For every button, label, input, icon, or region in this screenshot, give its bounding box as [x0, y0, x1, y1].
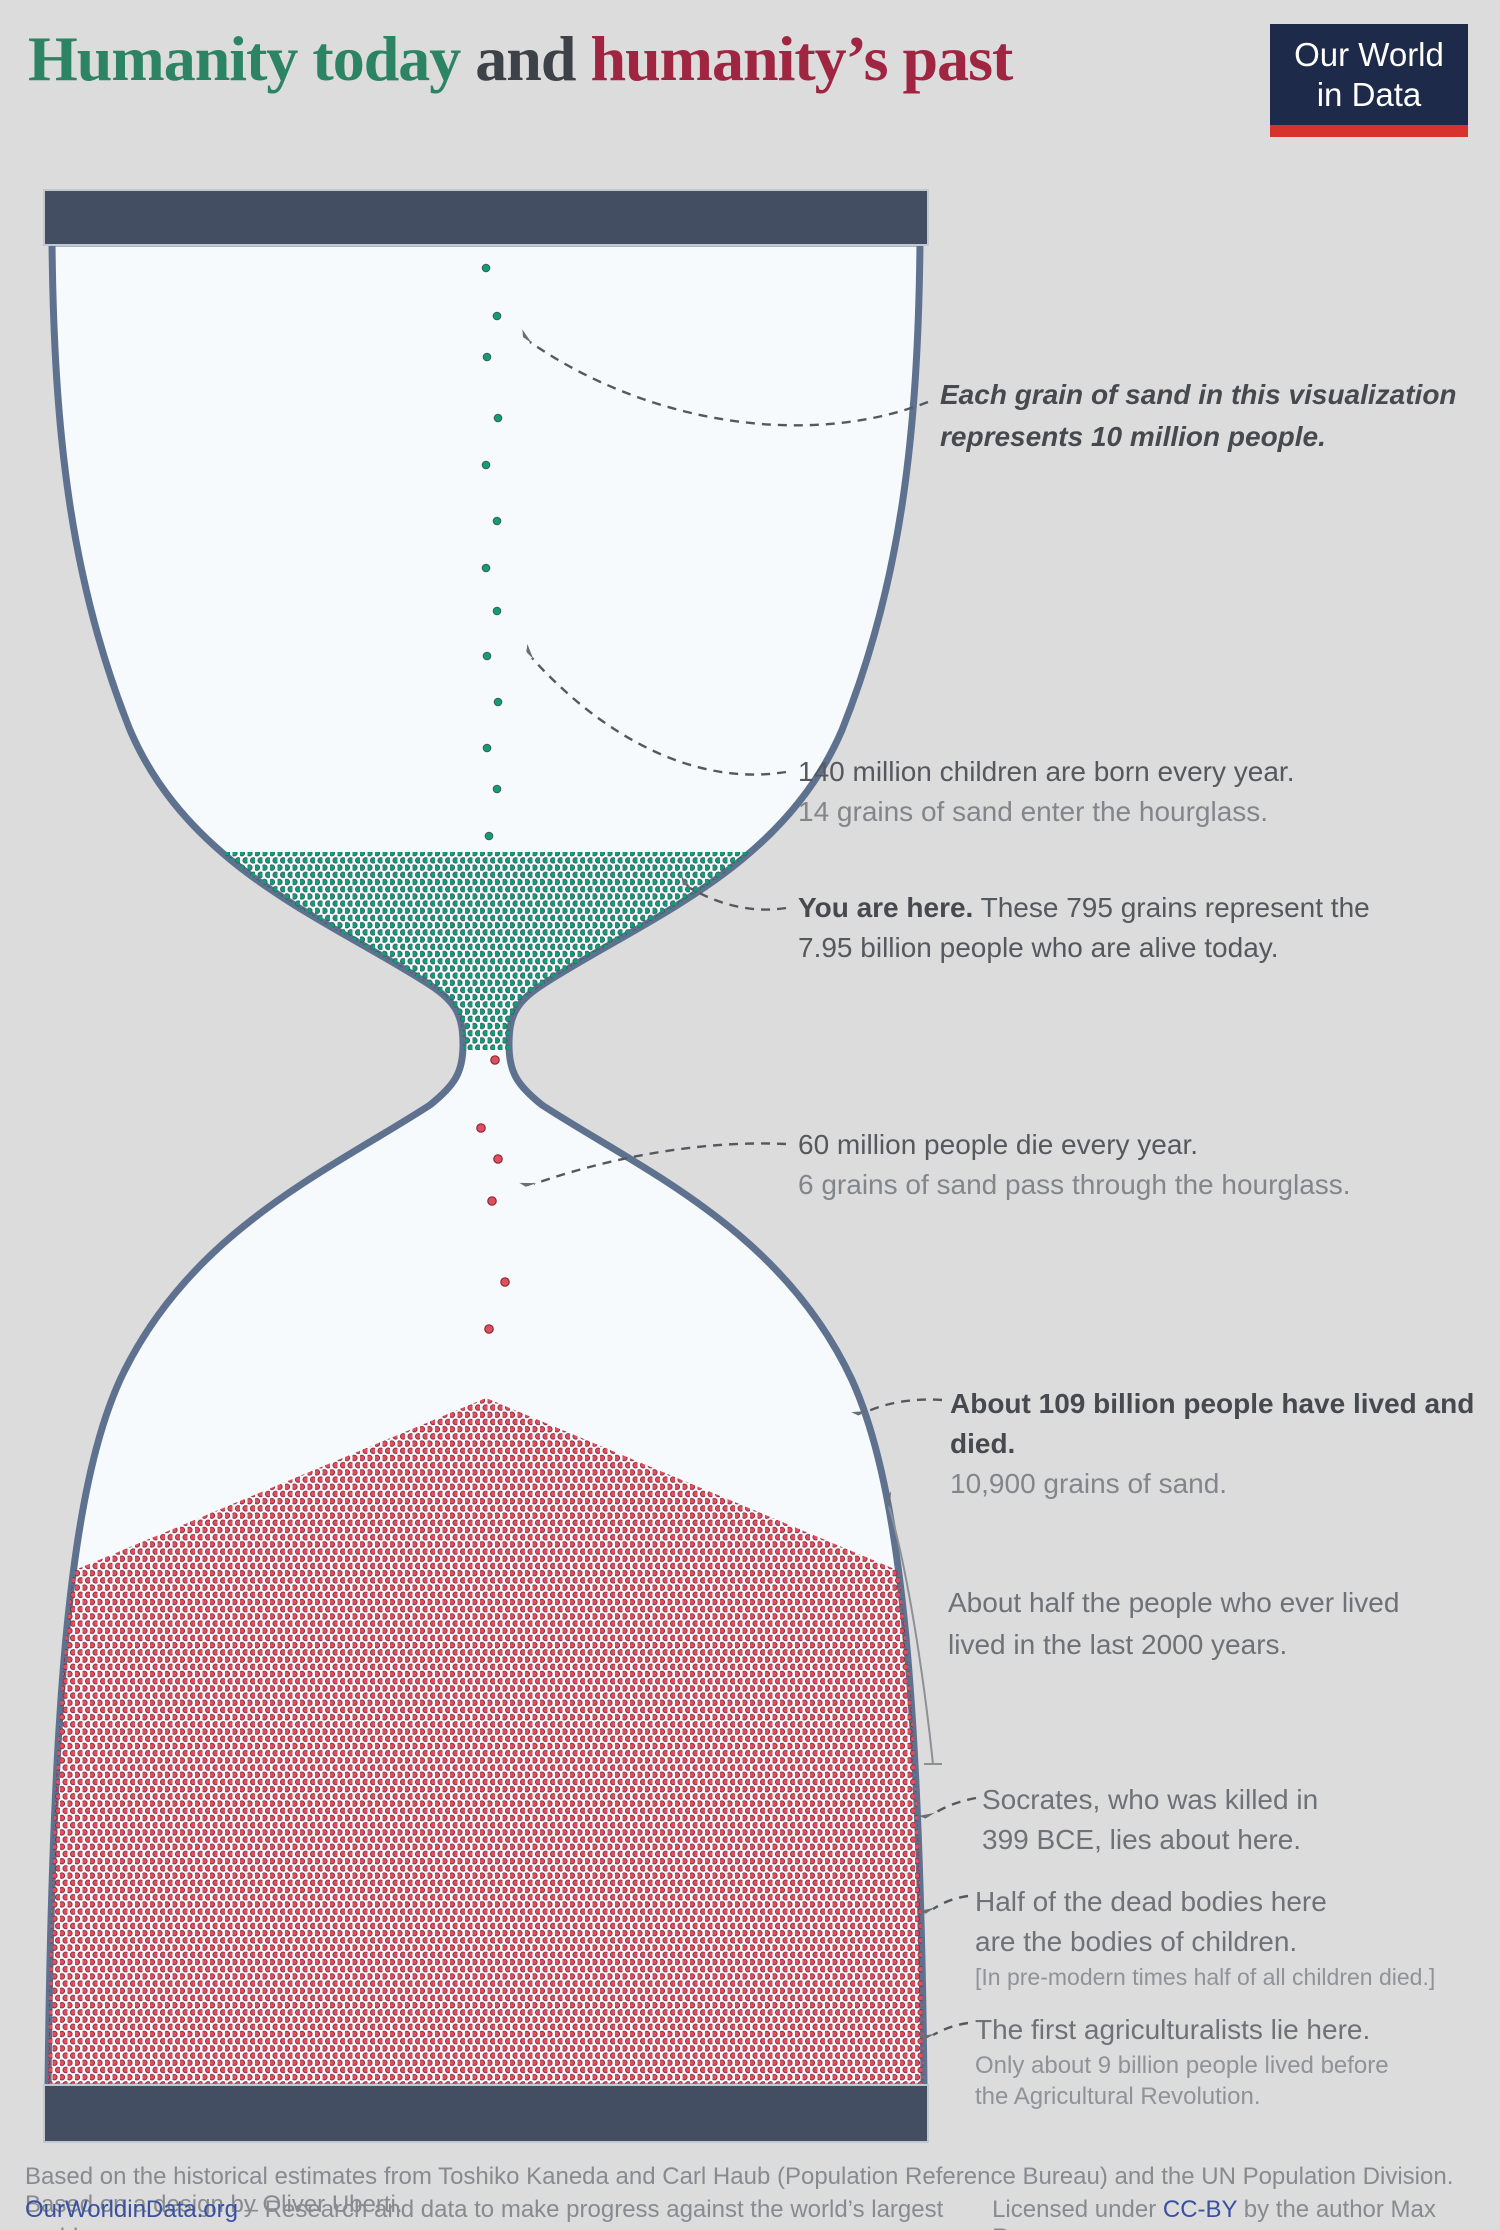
annotation-half-2000-years: About half the people who ever lived liv…: [948, 1582, 1399, 1666]
socrates-line2: 399 BCE, lies about here.: [982, 1824, 1302, 1855]
alive-line2: 7.95 billion people who are alive today.: [798, 932, 1279, 963]
owid-logo-red-bar: [1270, 125, 1468, 137]
each-grain-line2: represents 10 million people.: [940, 421, 1326, 452]
annotation-children: Half of the dead bodies here are the bod…: [975, 1882, 1435, 1992]
license-post: by the author Max Roser: [992, 2196, 1436, 2230]
deaths-line1: 60 million people die every year.: [798, 1129, 1199, 1160]
owid-logo-line2: in Data: [1316, 75, 1422, 113]
owid-logo-line1: Our World: [1294, 35, 1444, 73]
deaths-line2: 6 grains of sand pass through the hourgl…: [798, 1169, 1351, 1200]
dashed-arrow-children: [933, 1894, 969, 1909]
dashed-arrow-deaths: [534, 1142, 787, 1184]
births-line2: 14 grains of sand enter the hourglass.: [798, 796, 1269, 827]
annotation-dead-total: About 109 billion people have lived and …: [950, 1384, 1500, 1504]
title-humanitys-past: humanity’s past: [590, 23, 1013, 94]
children-line1: Half of the dead bodies here: [975, 1886, 1327, 1917]
you-are-here-bold: You are here.: [798, 892, 974, 923]
ccby-link[interactable]: CC-BY: [1162, 2196, 1238, 2223]
footer-bottom-row: OurWorldinData.org – Research and data t…: [25, 2196, 1475, 2230]
hourglass-bottom-cap: [43, 2084, 929, 2143]
agriculture-line1: The first agriculturalists lie here.: [975, 2014, 1371, 2045]
alive-line1: You are here. These 795 grains represent…: [798, 888, 1370, 928]
children-line3: [In pre-modern times half of all childre…: [975, 1964, 1436, 1990]
annotation-you-are-here: You are here. These 795 grains represent…: [798, 888, 1370, 968]
annotation-births: 140 million children are born every year…: [798, 752, 1294, 832]
page-title: Humanity today and humanity’s past: [28, 22, 1013, 96]
owid-logo[interactable]: Our World in Data: [1270, 24, 1468, 137]
dead-line1: About 109 billion people have lived and …: [950, 1388, 1475, 1459]
red-sand-dead: [48, 1398, 924, 2087]
each-grain-line1: Each grain of sand in this visualization: [940, 379, 1457, 410]
dashed-arrow-socrates: [933, 1796, 977, 1814]
owid-logo-text: Our World in Data: [1270, 24, 1468, 125]
footer-tagline: – Research and data to make progress aga…: [25, 2196, 944, 2230]
annotation-agriculture: The first agriculturalists lie here. Onl…: [975, 2010, 1389, 2112]
owid-link[interactable]: OurWorldinData.org: [25, 2196, 238, 2223]
dashed-arrow-births: [532, 658, 787, 776]
footer-left: OurWorldinData.org – Research and data t…: [25, 2196, 992, 2230]
license-pre: Licensed under: [992, 2196, 1163, 2223]
falling-green-grains: [481, 263, 503, 841]
hourglass-top-cap: [43, 189, 929, 246]
agriculture-line3: the Agricultural Revolution.: [975, 2083, 1261, 2110]
dead-line2: 10,900 grains of sand.: [950, 1468, 1228, 1499]
dashed-arrow-you-are-here: [690, 888, 787, 911]
half2000-line1: About half the people who ever lived: [948, 1587, 1400, 1618]
annotation-socrates: Socrates, who was killed in 399 BCE, lie…: [982, 1780, 1318, 1860]
dashed-arrow-dead-total: [866, 1398, 943, 1412]
green-sand-alive: [90, 852, 882, 1050]
footer-credits: Based on the historical estimates from T…: [25, 2163, 1454, 2218]
alive-rest: These 795 grains represent the: [973, 892, 1370, 923]
bracket-last-2000-years: [889, 1506, 934, 1765]
annotation-each-grain: Each grain of sand in this visualization…: [940, 374, 1457, 458]
births-line1: 140 million children are born every year…: [798, 756, 1295, 787]
children-line2: are the bodies of children.: [975, 1926, 1298, 1957]
falling-red-grains: [476, 1055, 510, 1334]
dashed-arrow-agriculture: [933, 2021, 969, 2035]
title-humanity-today: Humanity today: [28, 23, 461, 94]
footer-license: Licensed under CC-BY by the author Max R…: [992, 2196, 1475, 2230]
agriculture-line2: Only about 9 billion people lived before: [975, 2052, 1389, 2079]
annotation-deaths: 60 million people die every year. 6 grai…: [798, 1125, 1351, 1205]
socrates-line1: Socrates, who was killed in: [982, 1784, 1319, 1815]
title-and: and: [460, 23, 591, 94]
dashed-arrow-each-grain: [530, 342, 929, 427]
half2000-line2: lived in the last 2000 years.: [948, 1629, 1288, 1660]
